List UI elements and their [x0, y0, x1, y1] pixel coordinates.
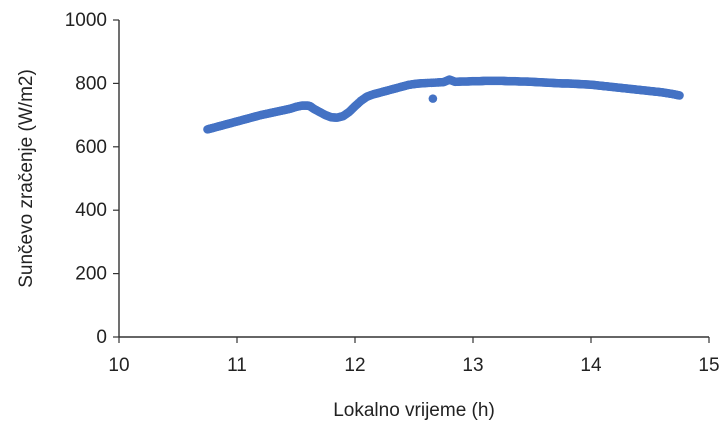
y-tick-label: 800: [75, 73, 107, 94]
x-tick-label: 11: [227, 355, 247, 376]
x-tick-label: 12: [344, 355, 365, 376]
x-tick-label: 15: [698, 355, 719, 376]
data-point-outlier: [428, 94, 438, 103]
y-tick-label: 200: [75, 264, 107, 285]
y-tick-label: 400: [75, 200, 107, 221]
y-tick-label: 600: [75, 137, 107, 158]
y-axis-title: Sunčevo zračenje (W/m2): [16, 69, 37, 288]
x-tick-label: 14: [580, 355, 602, 376]
y-tick-label: 1000: [65, 10, 107, 31]
axes: [118, 20, 709, 338]
y-axis-ticks: 0 200 400 600 800 1000: [65, 10, 119, 348]
x-tick-label: 10: [108, 355, 129, 376]
data-points: [203, 75, 684, 134]
x-axis-ticks: 10 11 12 13 14 15: [108, 337, 720, 376]
data-point: [675, 91, 684, 100]
x-tick-label: 13: [462, 355, 483, 376]
x-axis-title: Lokalno vrijeme (h): [333, 400, 495, 421]
y-tick-label: 0: [96, 327, 107, 348]
data-point-outlier: [427, 78, 437, 88]
